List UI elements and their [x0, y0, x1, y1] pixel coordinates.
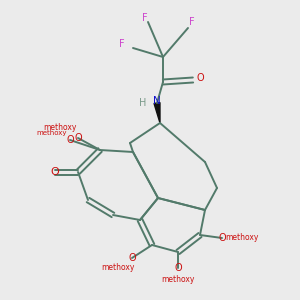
- Text: H: H: [139, 98, 147, 108]
- Text: O: O: [196, 73, 204, 83]
- Text: methoxy: methoxy: [101, 263, 135, 272]
- Text: N: N: [153, 96, 161, 106]
- Text: F: F: [189, 17, 195, 27]
- Text: methoxy: methoxy: [37, 130, 67, 136]
- Text: O: O: [128, 253, 136, 263]
- Polygon shape: [154, 103, 160, 123]
- Text: O: O: [51, 167, 59, 177]
- Text: O: O: [174, 263, 182, 273]
- Text: F: F: [142, 13, 148, 23]
- Text: O: O: [66, 135, 74, 145]
- Text: methoxy: methoxy: [43, 124, 77, 133]
- Text: methoxy: methoxy: [161, 274, 195, 284]
- Text: O: O: [218, 233, 226, 243]
- Text: F: F: [119, 39, 125, 49]
- Text: O: O: [74, 133, 82, 143]
- Text: methoxy: methoxy: [225, 233, 259, 242]
